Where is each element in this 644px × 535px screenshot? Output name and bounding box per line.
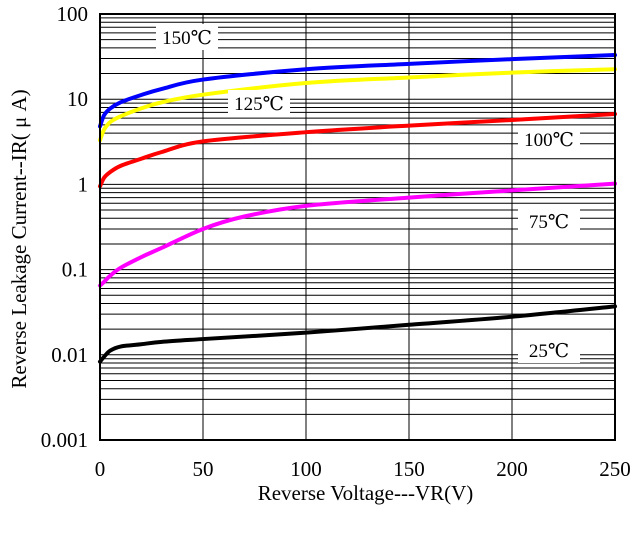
series-label-bg bbox=[518, 337, 580, 363]
series-labels: 150℃ 125℃ 100℃ 75℃ 25℃ bbox=[156, 24, 580, 363]
series-label-1: 125℃ bbox=[234, 94, 284, 115]
series-line-4 bbox=[98, 304, 617, 364]
y-tick-label: 100 bbox=[57, 2, 89, 26]
y-tick-label: 0.1 bbox=[62, 258, 88, 282]
series-label-bg bbox=[518, 126, 580, 152]
series-line-1 bbox=[98, 67, 617, 143]
x-tick-label: 200 bbox=[496, 457, 528, 481]
series-label-bg bbox=[228, 90, 290, 116]
y-tick-label: 0.01 bbox=[51, 343, 88, 367]
y-tick-label: 1 bbox=[78, 172, 89, 196]
series-label-3: 75℃ bbox=[529, 212, 569, 233]
series-label-2: 100℃ bbox=[524, 130, 574, 151]
grid-lines bbox=[100, 14, 615, 440]
series-label-0: 150℃ bbox=[162, 28, 212, 49]
series-label-bg bbox=[518, 208, 580, 234]
series-curves bbox=[98, 53, 617, 364]
x-axis-title: Reverse Voltage---VR(V) bbox=[258, 481, 474, 505]
x-tick-labels: 0 50 100 150 200 250 bbox=[95, 457, 631, 481]
series-line-2 bbox=[98, 112, 617, 189]
plot-frame bbox=[99, 13, 616, 441]
series-line-0 bbox=[98, 53, 617, 129]
x-tick-label: 100 bbox=[290, 457, 322, 481]
series-label-4: 25℃ bbox=[529, 341, 569, 362]
series-line-3 bbox=[98, 181, 617, 288]
y-axis-title: Reverse Leakage Current--IR( μ A) bbox=[7, 89, 31, 388]
x-tick-label: 250 bbox=[599, 457, 631, 481]
y-tick-label: 0.001 bbox=[41, 428, 88, 452]
y-tick-labels: 0.001 0.01 0.1 1 10 100 bbox=[41, 2, 88, 452]
y-tick-label: 10 bbox=[67, 87, 88, 111]
x-tick-label: 0 bbox=[95, 457, 106, 481]
series-label-bg bbox=[156, 24, 218, 50]
x-tick-label: 50 bbox=[193, 457, 214, 481]
x-tick-label: 150 bbox=[393, 457, 425, 481]
